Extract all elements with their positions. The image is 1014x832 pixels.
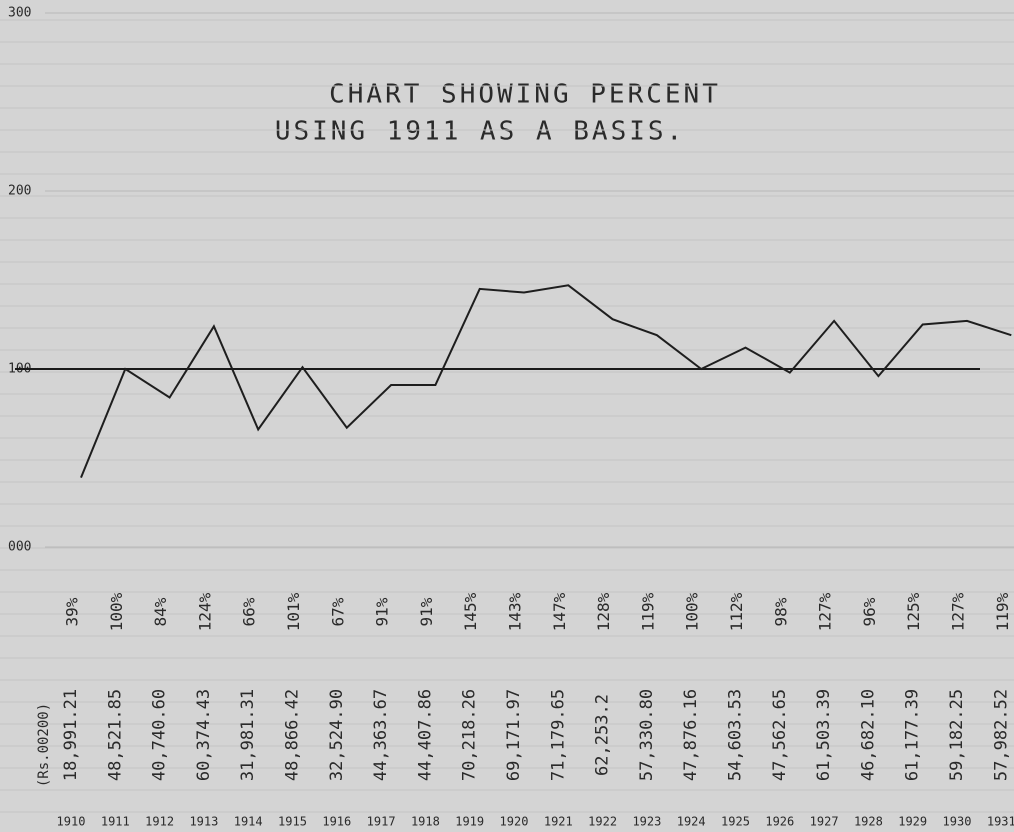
amount-label: 40,740.60: [150, 689, 170, 781]
x-tick-label: 1916: [322, 815, 351, 829]
x-tick-label: 1915: [278, 815, 307, 829]
x-tick-label: 1931: [987, 815, 1014, 829]
x-tick-label: 1912: [145, 815, 174, 829]
y-tick-label: 200: [8, 184, 31, 199]
amount-label: 61,177.39: [903, 689, 923, 781]
value-label: 119%: [993, 592, 1012, 631]
value-label: 147%: [550, 592, 569, 631]
value-label: 100%: [683, 592, 702, 631]
value-label: 119%: [638, 592, 657, 631]
amount-label: 70,218.26: [460, 689, 480, 781]
amount-label: 57,982.52: [991, 689, 1011, 781]
value-label: 96%: [860, 597, 879, 626]
value-label: 101%: [284, 592, 303, 631]
value-label: 84%: [151, 597, 170, 626]
x-tick-label: 1925: [721, 815, 750, 829]
value-label: 91%: [417, 597, 436, 626]
amount-label: 60,374.43: [194, 689, 214, 781]
chart-title: USING 1911 AS A BASIS.: [275, 117, 685, 147]
amount-label: 48,521.85: [105, 689, 125, 781]
x-tick-label: 1927: [810, 815, 839, 829]
x-tick-label: 1920: [500, 815, 529, 829]
x-tick-label: 1914: [234, 815, 263, 829]
amount-label: 69,171.97: [504, 689, 524, 781]
value-label: 124%: [195, 592, 214, 631]
amount-label: 54,603.53: [726, 689, 746, 781]
x-tick-label: 1922: [588, 815, 617, 829]
x-tick-label: 1928: [854, 815, 883, 829]
amount-label: 48,866.42: [283, 689, 303, 781]
value-label: 112%: [727, 592, 746, 631]
value-label: 128%: [594, 592, 613, 631]
amount-label: 62,253.2: [593, 694, 613, 776]
value-label: 127%: [949, 592, 968, 631]
value-label: 91%: [373, 597, 392, 626]
value-label: 98%: [771, 597, 790, 626]
amount-note: (Rs.00200): [36, 703, 52, 787]
amount-label: 44,363.67: [371, 689, 391, 781]
x-tick-label: 1921: [544, 815, 573, 829]
amount-label: 59,182.25: [947, 689, 967, 781]
x-tick-label: 1924: [677, 815, 706, 829]
value-label: 143%: [506, 592, 525, 631]
amount-label: 31,981.31: [238, 689, 258, 781]
x-tick-label: 1910: [57, 815, 86, 829]
amount-label: 47,876.16: [681, 689, 701, 781]
value-label: 100%: [107, 592, 126, 631]
x-tick-label: 1926: [765, 815, 794, 829]
x-tick-label: 1929: [898, 815, 927, 829]
value-label: 39%: [63, 597, 82, 626]
amount-label: 47,562.65: [770, 689, 790, 781]
data-line: [81, 285, 1011, 477]
amount-label: 61,503.39: [814, 689, 834, 781]
amount-label: 44,407.86: [415, 689, 435, 781]
x-tick-label: 1918: [411, 815, 440, 829]
amount-label: 18,991.21: [61, 689, 81, 781]
chart-title: CHART SHOWING PERCENT: [329, 80, 721, 110]
x-tick-label: 1919: [455, 815, 484, 829]
value-label: 125%: [904, 592, 923, 631]
value-label: 67%: [328, 597, 347, 626]
value-label: 66%: [240, 597, 259, 626]
chart: CHART SHOWING PERCENT USING 1911 AS A BA…: [0, 0, 1014, 832]
value-label: 127%: [816, 592, 835, 631]
amount-label: 32,524.90: [327, 689, 347, 781]
amount-label: 57,330.80: [637, 689, 657, 781]
x-tick-label: 1917: [367, 815, 396, 829]
y-tick-label: 000: [8, 540, 31, 555]
x-tick-label: 1930: [943, 815, 972, 829]
value-label: 145%: [461, 592, 480, 631]
amount-label: 71,179.65: [548, 689, 568, 781]
x-tick-label: 1923: [632, 815, 661, 829]
x-tick-label: 1911: [101, 815, 130, 829]
y-tick-label: 300: [8, 6, 31, 21]
x-tick-label: 1913: [189, 815, 218, 829]
amount-label: 46,682.10: [858, 689, 878, 781]
